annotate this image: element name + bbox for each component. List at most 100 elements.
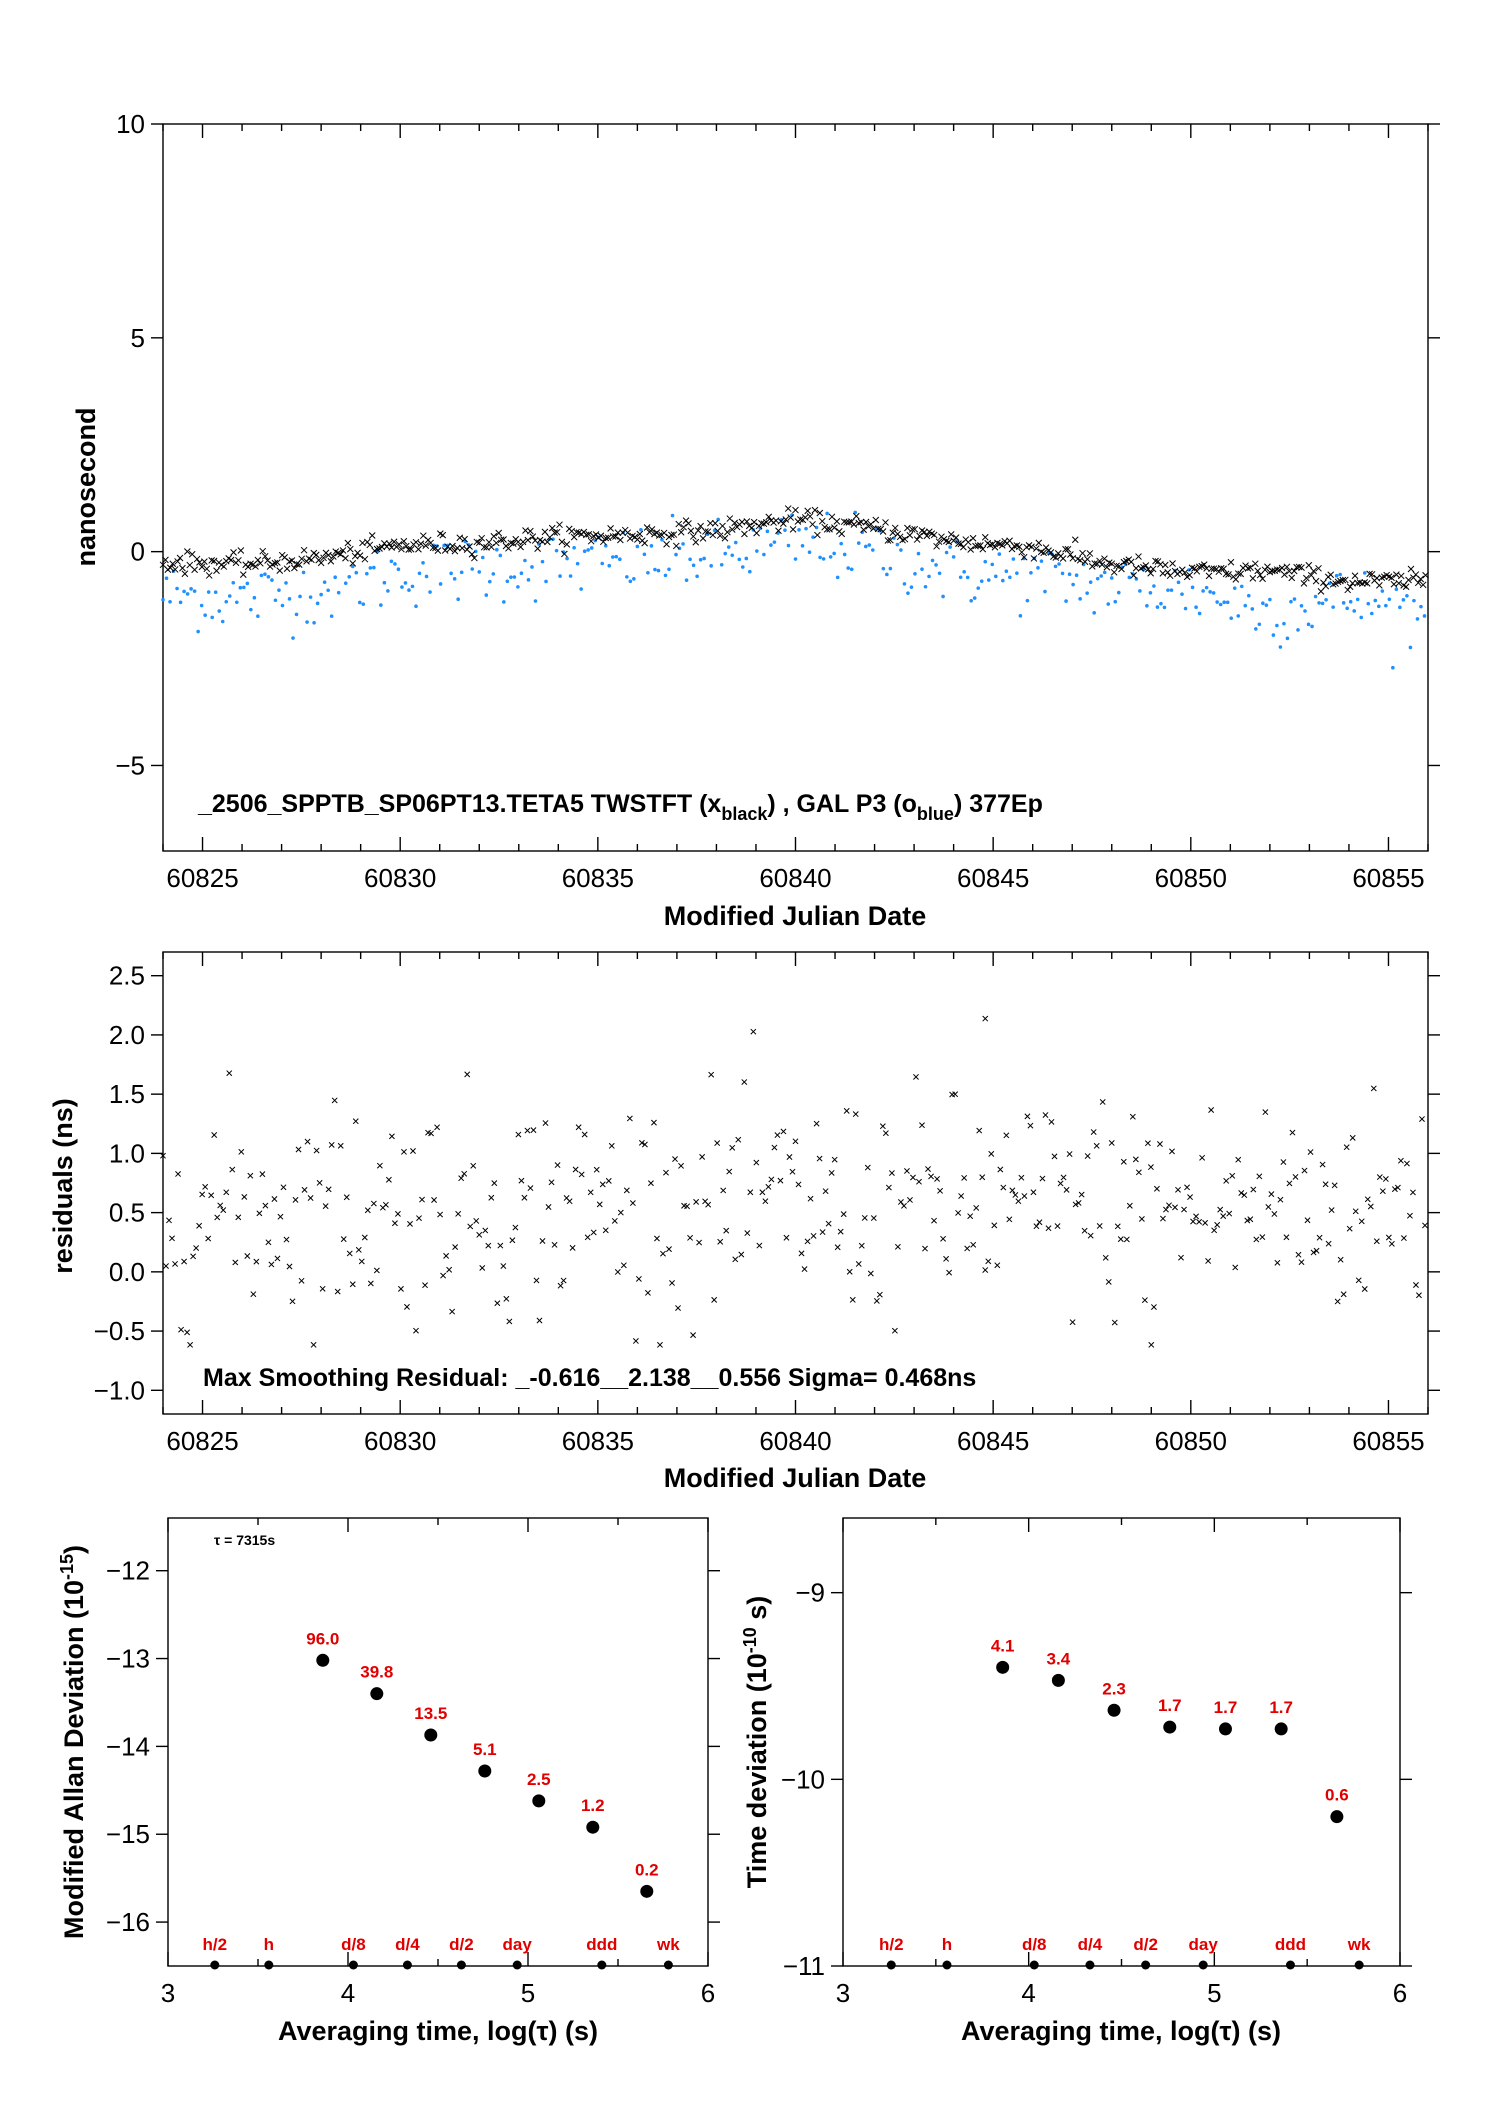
residual-point	[337, 1142, 344, 1149]
twstft-point	[1147, 569, 1155, 577]
deviation-point	[640, 1884, 654, 1898]
gal-p3-point	[948, 545, 952, 549]
twstft-point	[1161, 561, 1169, 569]
residual-point	[271, 1196, 278, 1202]
twstft-point	[536, 536, 544, 544]
deviation-count-label: 4.1	[991, 1636, 1015, 1655]
gal-p3-point	[846, 566, 851, 570]
twstft-point	[327, 557, 335, 565]
gal-p3-point	[1155, 605, 1160, 609]
twstft-point	[259, 547, 267, 555]
gal-p3-point	[579, 587, 583, 591]
residual-point	[467, 1223, 474, 1230]
deviation-count-label: 5.1	[473, 1740, 497, 1759]
twstft-point	[677, 528, 685, 536]
residual-point	[840, 1211, 847, 1218]
gal-p3-point	[498, 553, 503, 558]
x-tick-label: 60850	[1155, 863, 1227, 893]
gal-p3-point	[322, 580, 327, 584]
residual-point	[870, 1215, 877, 1222]
deviation-count-label: 96.0	[306, 1629, 339, 1648]
gal-p3-point	[350, 564, 355, 569]
gal-p3-point	[175, 586, 179, 591]
y-tick-label: 0.5	[109, 1198, 145, 1228]
gal-p3-point	[424, 574, 429, 579]
residual-point	[1169, 1148, 1175, 1155]
gal-p3-point	[1043, 589, 1047, 594]
twstft-point	[1149, 565, 1157, 573]
residual-point	[867, 1270, 874, 1277]
twstft-point	[998, 542, 1006, 549]
gal-p3-point	[986, 578, 991, 582]
gal-p3-point	[206, 590, 211, 594]
gal-p3-point	[990, 562, 995, 567]
twstft-point	[342, 554, 349, 562]
gal-p3-point	[853, 510, 858, 515]
gal-p3-point	[277, 588, 281, 592]
residual-point	[1036, 1219, 1043, 1226]
gal-p3-point	[1008, 575, 1012, 580]
gal-p3-point	[719, 562, 724, 567]
twstft-point	[1361, 579, 1369, 586]
residual-point	[641, 1141, 648, 1148]
y-tick-label: −13	[106, 1644, 150, 1674]
residual-point	[551, 1241, 558, 1248]
gal-p3-point	[575, 561, 580, 566]
time-marker-label: d/8	[1022, 1935, 1047, 1954]
twstft-point	[728, 526, 736, 533]
panel1-annotation: _2506_SPPTB_SP06PT13.TETA5 TWSTFT (xblac…	[197, 790, 1043, 824]
gal-p3-point	[270, 578, 274, 582]
residual-point	[476, 1231, 483, 1238]
panel4-x-ticks: 3 4 5 6	[836, 1518, 1407, 2008]
residual-point	[1012, 1191, 1019, 1198]
residual-point	[578, 1171, 585, 1178]
twstft-point	[176, 554, 184, 562]
gal-p3-point	[533, 599, 538, 603]
residual-point	[1187, 1194, 1194, 1201]
residual-point	[569, 1244, 576, 1251]
residual-point	[518, 1177, 525, 1184]
residual-point	[488, 1194, 495, 1201]
twstft-point	[1006, 537, 1013, 545]
twstft-point	[974, 542, 982, 550]
twstft-point	[986, 541, 994, 549]
gal-p3-point	[835, 575, 840, 580]
twstft-point	[398, 545, 405, 553]
gal-p3-point	[871, 548, 875, 552]
residual-point	[1283, 1234, 1290, 1241]
twstft-point	[466, 543, 473, 550]
panel3-y-axis-label: Modified Allan Deviation (10-15)	[57, 1545, 89, 1939]
twstft-point	[1025, 542, 1033, 549]
residual-point	[861, 1214, 868, 1221]
deviation-count-label: 39.8	[360, 1663, 393, 1682]
gal-p3-point	[185, 592, 190, 596]
twstft-point	[1285, 567, 1293, 575]
twstft-point	[942, 537, 950, 545]
residual-point	[807, 1195, 814, 1202]
twstft-point	[441, 547, 449, 554]
residual-point	[1238, 1190, 1245, 1196]
twstft-point	[604, 534, 612, 542]
gal-p3-point	[196, 629, 200, 634]
twstft-point	[818, 517, 826, 525]
residual-point	[1027, 1122, 1034, 1129]
residual-point	[244, 1253, 251, 1259]
gal-p3-point	[414, 604, 418, 608]
twstft-point	[694, 527, 702, 534]
residual-point	[1406, 1212, 1413, 1219]
gal-p3-point	[1071, 582, 1075, 587]
gal-p3-point	[807, 550, 812, 554]
residual-point	[919, 1122, 925, 1129]
y-tick-label: 5	[131, 323, 145, 353]
panel2-annotation: Max Smoothing Residual: _-0.616__2.138__…	[203, 1364, 976, 1392]
gal-p3-point	[544, 579, 548, 584]
residual-point	[1181, 1206, 1187, 1213]
twstft-point	[741, 530, 748, 538]
twstft-point	[787, 514, 794, 521]
gal-p3-point	[1183, 606, 1188, 611]
residual-max-point	[982, 1015, 989, 1022]
residual-point	[1099, 1099, 1106, 1105]
time-marker-label: h	[942, 1935, 952, 1954]
gal-p3-point	[1398, 605, 1402, 610]
